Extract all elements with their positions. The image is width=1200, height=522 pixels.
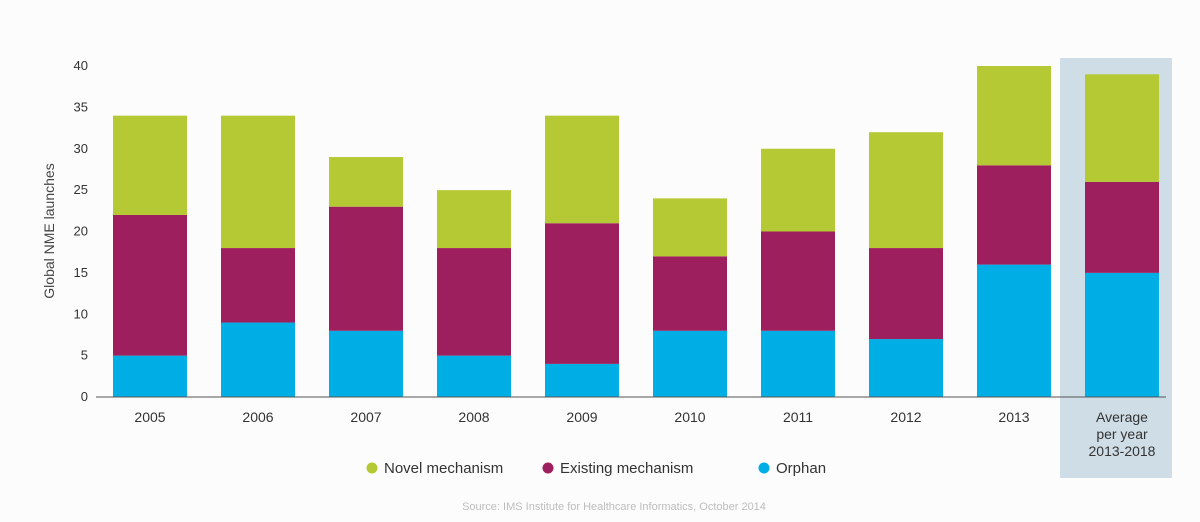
legend-label: Orphan [776, 460, 826, 477]
bar-segment-orphan [653, 330, 727, 397]
x-tick-label: 2005 [134, 409, 165, 425]
legend-label: Novel mechanism [384, 460, 503, 477]
legend: Novel mechanism Existing mechanism Orphan [366, 460, 826, 477]
bar-segment-novel-mechanism [221, 115, 295, 249]
bar-segment-existing-mechanism [977, 165, 1051, 265]
bar-segment-existing-mechanism [113, 214, 187, 356]
x-tick-label: 2009 [566, 409, 597, 425]
y-tick-label: 5 [81, 348, 88, 363]
bar-segment-existing-mechanism [869, 248, 943, 340]
x-tick-label: Average per year 2013-2018 [1089, 409, 1156, 459]
source-note: Source: IMS Institute for Healthcare Inf… [462, 501, 766, 513]
x-tick-label: 2013 [998, 409, 1029, 425]
x-axis: 2005 2006 2007 2008 2009 2010 2011 2012 2013 Aver… [96, 396, 1166, 459]
x-tick-label: 2008 [458, 409, 489, 425]
legend-swatch [758, 462, 770, 474]
bar-segment-orphan [977, 264, 1051, 397]
bar-segment-novel-mechanism [329, 157, 403, 207]
bar-segment-orphan [761, 330, 835, 397]
bar-segment-novel-mechanism [761, 148, 835, 232]
bar-segment-novel-mechanism [653, 198, 727, 257]
legend-label: Existing mechanism [560, 460, 693, 477]
bar-segment-novel-mechanism [545, 115, 619, 224]
bars-layer [113, 66, 1159, 397]
x-tick-label: 2007 [350, 409, 381, 425]
bar-segment-orphan [869, 339, 943, 397]
bar-segment-novel-mechanism [977, 66, 1051, 166]
y-tick-label: 20 [74, 224, 88, 239]
x-tick-label: 2010 [674, 409, 705, 425]
y-tick-label: 15 [74, 265, 88, 280]
legend-swatch [366, 462, 378, 474]
bar-segment-orphan [545, 363, 619, 397]
y-tick-label: 10 [74, 306, 88, 321]
y-tick-label: 40 [74, 58, 88, 73]
bar-segment-existing-mechanism [653, 256, 727, 331]
legend-item-orphan: Orphan [758, 460, 826, 477]
bar-segment-orphan [437, 355, 511, 397]
x-tick-label: 2012 [890, 409, 921, 425]
bar-segment-orphan [113, 355, 187, 397]
y-tick-label: 30 [74, 141, 88, 156]
bar-segment-novel-mechanism [113, 115, 187, 215]
bar-segment-orphan [1085, 272, 1159, 397]
legend-swatch [542, 462, 554, 474]
x-tick-label: 2006 [242, 409, 273, 425]
y-tick-label: 35 [74, 99, 88, 114]
bar-segment-existing-mechanism [329, 206, 403, 331]
y-axis: 0 5 10 15 20 25 30 35 40 [74, 58, 88, 404]
bar-segment-orphan [329, 330, 403, 397]
bar-segment-existing-mechanism [221, 248, 295, 323]
bar-segment-existing-mechanism [1085, 181, 1159, 273]
bar-segment-existing-mechanism [437, 248, 511, 356]
y-axis-label: Global NME launches [41, 163, 57, 298]
bar-segment-existing-mechanism [761, 231, 835, 331]
bar-segment-novel-mechanism [437, 190, 511, 249]
bar-segment-novel-mechanism [869, 132, 943, 249]
legend-item-novel-mechanism: Novel mechanism [366, 460, 503, 477]
y-tick-label: 0 [81, 389, 88, 404]
bar-segment-existing-mechanism [545, 223, 619, 364]
bar-segment-orphan [221, 322, 295, 397]
y-tick-label: 25 [74, 182, 88, 197]
legend-item-existing-mechanism: Existing mechanism [542, 460, 693, 477]
bar-segment-novel-mechanism [1085, 74, 1159, 182]
x-tick-label: 2011 [783, 409, 813, 425]
